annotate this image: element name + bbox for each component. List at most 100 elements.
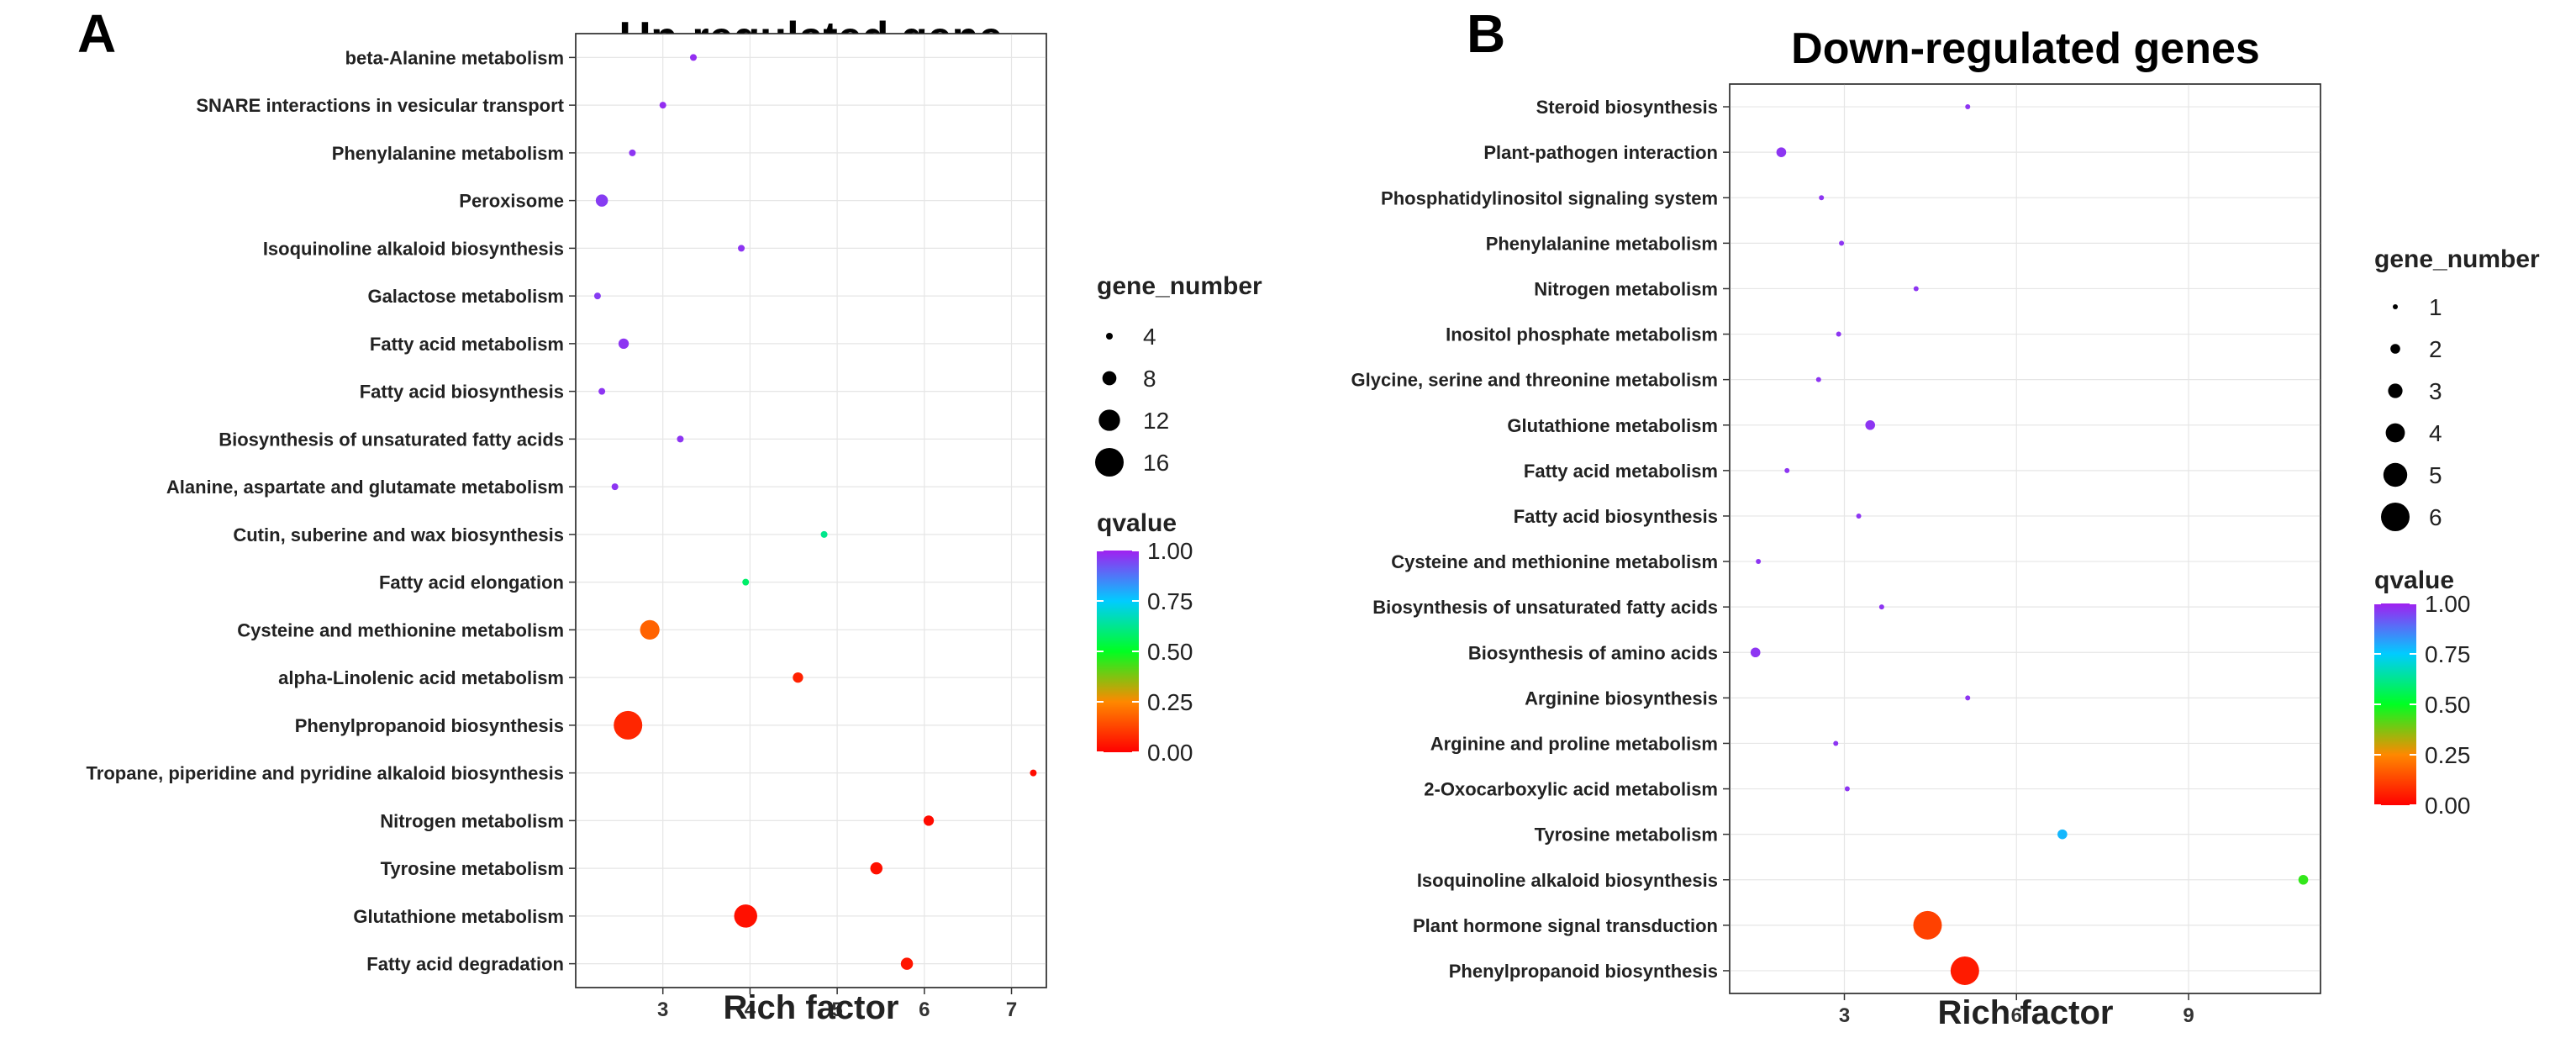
data-point <box>1865 419 1876 430</box>
data-point <box>629 149 636 156</box>
size-legend-label: 4 <box>1143 324 1156 350</box>
y-category-label: Tyrosine metabolism <box>381 858 564 879</box>
y-category-label: Plant hormone signal transduction <box>1413 915 1718 936</box>
y-category-label: Arginine biosynthesis <box>1525 688 1718 709</box>
size-legend-dot <box>2390 344 2400 354</box>
data-point <box>1815 377 1821 382</box>
y-category-label: SNARE interactions in vesicular transpor… <box>196 95 564 116</box>
data-point <box>870 861 883 875</box>
size-legend-label: 16 <box>1143 450 1169 476</box>
y-category-label: alpha-Linolenic acid metabolism <box>278 667 564 688</box>
y-category-label: Plant-pathogen interaction <box>1483 142 1718 163</box>
size-legend-dot <box>1102 371 1117 386</box>
size-legend-label: 6 <box>2429 504 2442 530</box>
y-category-label: Phenylpropanoid biosynthesis <box>1449 961 1718 982</box>
data-point <box>738 245 745 252</box>
data-point <box>611 483 619 491</box>
size-legend-dot <box>2385 423 2405 443</box>
color-legend-label: 1.00 <box>2425 591 2471 617</box>
data-point <box>1776 147 1787 157</box>
x-tick-label: 6 <box>2011 1004 2022 1027</box>
data-point <box>1950 956 1979 985</box>
color-legend-label: 0.00 <box>2425 793 2471 819</box>
color-legend-label: 0.50 <box>2425 692 2471 718</box>
color-legend-title: qvalue <box>1097 509 1177 537</box>
size-legend-label: 3 <box>2429 378 2442 404</box>
panel-label-b: B <box>1467 3 1505 64</box>
x-tick-label: 9 <box>2183 1004 2194 1027</box>
plot-area <box>1729 83 2321 994</box>
data-point <box>2298 874 2309 885</box>
data-point <box>598 387 606 395</box>
data-point <box>1833 740 1839 746</box>
size-legend-dot <box>1098 409 1120 431</box>
data-point <box>742 578 750 586</box>
y-category-label: Tyrosine metabolism <box>1535 825 1718 846</box>
data-point <box>2057 829 2068 840</box>
color-legend-label: 0.50 <box>1147 639 1193 665</box>
size-legend-dot <box>2393 304 2398 309</box>
y-category-label: Cutin, suberine and wax biosynthesis <box>233 524 564 545</box>
data-point <box>1965 695 1971 701</box>
data-point <box>820 530 828 538</box>
size-legend-title: gene_number <box>1097 272 1262 300</box>
color-legend-label: 0.75 <box>2425 641 2471 667</box>
data-point <box>1913 910 1942 940</box>
chart-down-regulated: B Down-regulated genes 3 6 9 Steroid biosyn… <box>1351 3 2541 1031</box>
y-category-label: Phosphatidylinositol signaling system <box>1381 187 1718 208</box>
color-legend-label: 0.00 <box>1147 740 1193 766</box>
y-category-label: Galactose metabolism <box>367 286 564 307</box>
y-category-label: Fatty acid biosynthesis <box>1514 506 1718 527</box>
plot-frame <box>575 33 1047 988</box>
data-point <box>1756 559 1762 565</box>
data-point <box>595 194 608 207</box>
y-category-label: Arginine and proline metabolism <box>1430 733 1718 754</box>
size-legend-title: gene_number <box>2374 245 2540 273</box>
data-point <box>618 338 630 350</box>
size-legend-dot <box>1106 333 1113 340</box>
y-category-label: Fatty acid metabolism <box>370 334 564 355</box>
data-point <box>659 102 666 109</box>
data-point <box>1844 786 1850 792</box>
size-legend-label: 12 <box>1143 408 1169 434</box>
y-category-label: Biosynthesis of unsaturated fatty acids <box>219 429 564 450</box>
y-category-label: Cysteine and methionine metabolism <box>1391 551 1718 572</box>
size-legend-dot <box>2381 503 2410 531</box>
x-tick-label: 3 <box>1839 1004 1850 1027</box>
y-category-label: Glycine, serine and threonine metabolism <box>1351 370 1718 391</box>
data-point <box>900 957 914 970</box>
y-category-label: Fatty acid biosynthesis <box>360 382 564 403</box>
data-point <box>1878 604 1884 610</box>
size-legend-label: 5 <box>2429 462 2442 488</box>
color-legend-label: 1.00 <box>1147 538 1193 564</box>
data-point <box>1965 104 1971 110</box>
size-legend-label: 2 <box>2429 336 2442 362</box>
y-category-label: Phenylalanine metabolism <box>1486 233 1718 254</box>
color-legend-label: 0.25 <box>1147 689 1193 715</box>
y-category-label: Tropane, piperidine and pyridine alkaloi… <box>87 763 564 784</box>
color-bar <box>2374 603 2416 805</box>
y-category-label: Glutathione metabolism <box>1507 415 1718 436</box>
y-category-label: Cysteine and methionine metabolism <box>237 619 564 640</box>
x-tick-label: 7 <box>1006 998 1017 1021</box>
x-tick-label: 3 <box>657 998 668 1021</box>
plot-frame <box>1729 83 2321 994</box>
data-point <box>734 904 757 928</box>
y-category-label: Biosynthesis of amino acids <box>1468 642 1718 663</box>
x-tick-label: 4 <box>745 998 756 1021</box>
y-category-label: Nitrogen metabolism <box>380 810 564 831</box>
data-point <box>640 619 660 640</box>
y-category-label: Inositol phosphate metabolism <box>1446 324 1718 345</box>
y-category-label: Steroid biosynthesis <box>1536 97 1718 118</box>
x-tick-label: 5 <box>831 998 842 1021</box>
y-category-label: Isoquinoline alkaloid biosynthesis <box>1417 870 1718 891</box>
data-point <box>1913 286 1919 292</box>
data-point <box>1836 331 1841 337</box>
y-category-label: Alanine, aspartate and glutamate metabol… <box>166 477 564 498</box>
y-category-label: Nitrogen metabolism <box>1534 278 1718 299</box>
y-category-label: Fatty acid metabolism <box>1524 461 1718 482</box>
data-point <box>793 672 803 683</box>
chart-title: Down-regulated genes <box>1791 24 2260 73</box>
